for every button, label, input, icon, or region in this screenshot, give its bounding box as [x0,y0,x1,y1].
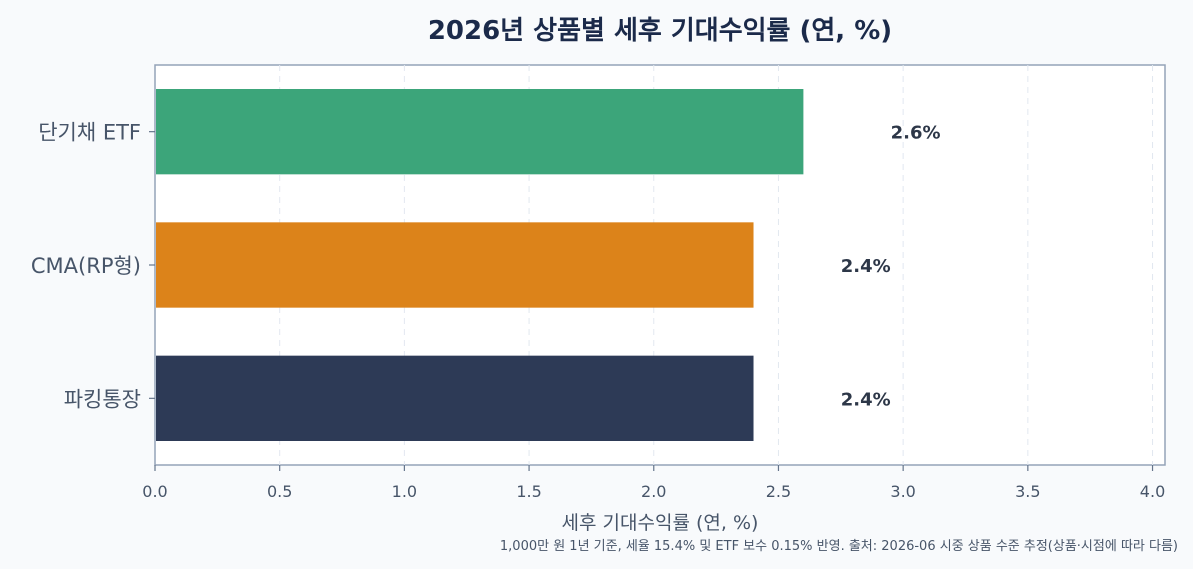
value-labels: 2.6% 2.4% 2.4% [841,123,941,411]
category-label: 파킹통장 [64,387,141,411]
bar [156,355,754,441]
x-tick-label: 1.0 [392,482,417,501]
bar [156,89,804,175]
bar-value-label: 2.4% [841,256,891,277]
bar-value-label: 2.4% [841,389,891,410]
bars [156,89,804,441]
x-tick-label: 2.0 [641,482,666,501]
chart-title: 2026년 상품별 세후 기대수익률 (연, %) [428,16,892,46]
category-labels: 단기채 ETF CMA(RP형) 파킹통장 [31,121,155,411]
x-tick-label: 1.5 [516,482,541,501]
chart-footnote: 1,000만 원 1년 기준, 세율 15.4% 및 ETF 보수 0.15% … [500,539,1178,554]
x-tick-label: 0.0 [142,482,167,501]
x-tick-label: 4.0 [1140,482,1165,501]
x-tick-labels: 0.0 0.5 1.0 1.5 2.0 2.5 3.0 3.5 4.0 [142,465,1165,501]
category-label: 단기채 ETF [38,121,141,145]
bar [156,222,754,308]
x-tick-label: 3.0 [890,482,915,501]
x-axis-title: 세후 기대수익률 (연, %) [562,512,759,534]
category-label: CMA(RP형) [31,254,141,278]
x-tick-label: 0.5 [267,482,292,501]
x-tick-label: 3.5 [1015,482,1040,501]
x-tick-label: 2.5 [766,482,791,501]
bar-value-label: 2.6% [891,123,941,144]
